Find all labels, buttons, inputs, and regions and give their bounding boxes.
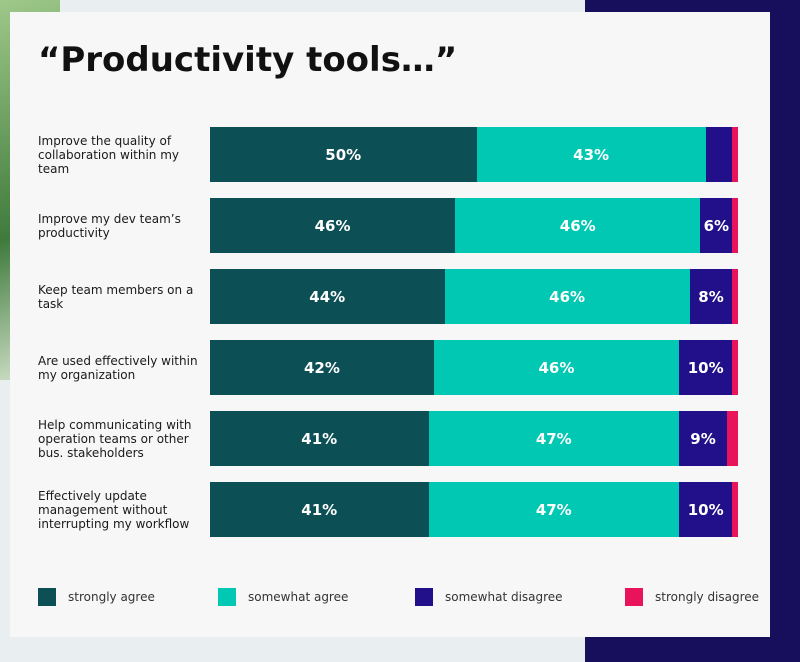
bar-segment: 46% xyxy=(444,269,690,324)
bar-segment: 47% xyxy=(428,411,680,466)
value-label: 46% xyxy=(538,358,575,377)
legend-swatch xyxy=(218,588,236,606)
category-label: Are used effectively within my organizat… xyxy=(38,353,198,382)
value-label: 46% xyxy=(559,216,596,235)
bar-segment: 43% xyxy=(476,127,706,182)
bar-row: 42% 46% 10% xyxy=(210,340,743,395)
value-label: 47% xyxy=(535,429,572,448)
bar-segment: 10% xyxy=(679,340,733,395)
legend-label: somewhat disagree xyxy=(445,590,563,604)
value-label: 41% xyxy=(301,429,338,448)
value-label: 6% xyxy=(703,216,730,235)
bar-row: 41% 47% 9% xyxy=(210,411,743,466)
bar-segment xyxy=(727,411,738,466)
bar-segment: 6% xyxy=(700,198,733,253)
bar-segment xyxy=(732,340,738,395)
bar-segment: 8% xyxy=(689,269,733,324)
category-label: Improve the quality of collaboration wit… xyxy=(38,133,180,176)
bar-row: 41% 47% 10% xyxy=(210,482,743,537)
value-label: 50% xyxy=(325,145,362,164)
bar-segment: 41% xyxy=(210,482,429,537)
chart-title: “Productivity tools…” xyxy=(38,40,458,80)
bar-segment: 10% xyxy=(679,482,733,537)
bar-row: 50% 43% xyxy=(210,127,743,182)
legend-label: somewhat agree xyxy=(248,590,349,604)
value-label: 47% xyxy=(535,500,572,519)
bar-row: 44% 46% 8% xyxy=(210,269,743,324)
value-label: 41% xyxy=(301,500,338,519)
bar-segment: 41% xyxy=(210,411,429,466)
bar-segment xyxy=(732,127,738,182)
bar-segment xyxy=(732,482,738,537)
category-label: Help communicating with operation teams … xyxy=(38,417,192,460)
category-label: Improve my dev team’s productivity xyxy=(38,211,181,240)
legend-label: strongly disagree xyxy=(655,590,760,604)
category-label: Keep team members on a task xyxy=(38,282,194,311)
bar-segment xyxy=(705,127,733,182)
legend-label: strongly agree xyxy=(68,590,155,604)
legend-swatch xyxy=(625,588,643,606)
legend-swatch xyxy=(38,588,56,606)
value-label: 10% xyxy=(687,358,724,377)
value-label: 9% xyxy=(690,429,716,448)
legend-swatch xyxy=(415,588,433,606)
value-label: 46% xyxy=(314,216,351,235)
bar-segment xyxy=(732,198,738,253)
bar-segment: 9% xyxy=(679,411,727,466)
bar-segment: 42% xyxy=(210,340,434,395)
value-label: 43% xyxy=(573,145,610,164)
bar-segment: 46% xyxy=(455,198,701,253)
bar-segment: 44% xyxy=(210,269,445,324)
category-label: Effectively update management without in… xyxy=(38,488,190,531)
value-label: 46% xyxy=(549,287,586,306)
bar-row: 46% 46% 6% xyxy=(210,198,743,253)
bar-segment: 50% xyxy=(210,127,477,182)
value-label: 42% xyxy=(303,358,340,377)
bar-segment: 46% xyxy=(433,340,680,395)
value-label: 44% xyxy=(309,287,346,306)
value-label: 10% xyxy=(687,500,724,519)
bar-segment: 47% xyxy=(428,482,680,537)
bar-segment: 46% xyxy=(210,198,456,253)
value-label: 8% xyxy=(698,287,724,306)
bar-segment xyxy=(732,269,738,324)
